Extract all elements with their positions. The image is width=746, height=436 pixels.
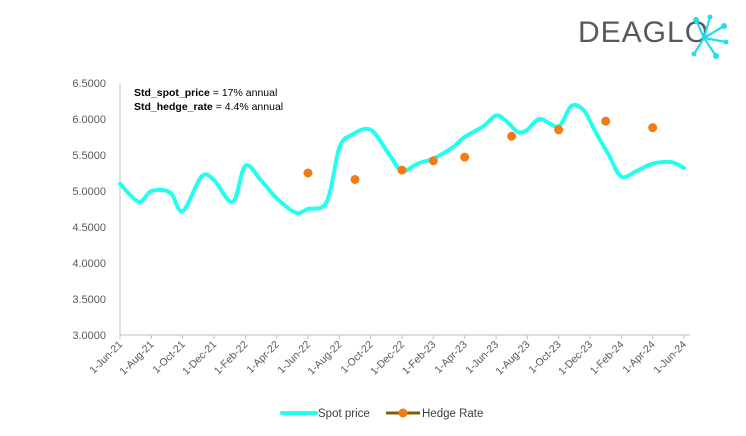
x-tick-label: 1-Dec-22 — [368, 339, 407, 378]
y-tick-label: 6.0000 — [72, 114, 106, 126]
hedge-rate-point — [507, 131, 517, 141]
spot-price-line — [118, 102, 686, 216]
network-icon — [691, 14, 729, 59]
brand-logo: DEAGLO — [578, 12, 738, 60]
hedge-rate-point — [303, 168, 313, 178]
x-tick-label: 1-Apr-23 — [432, 339, 469, 376]
y-tick-label: 4.0000 — [72, 258, 106, 270]
y-tick-label: 6.5000 — [72, 78, 106, 90]
y-tick-label: 5.5000 — [72, 150, 106, 162]
hedge-rate-point — [460, 152, 470, 162]
std-annotation: Std_spot_price = 17% annual Std_hedge_ra… — [134, 86, 283, 114]
hedge-rate-point — [428, 156, 438, 166]
y-tick-label: 4.5000 — [72, 222, 106, 234]
x-tick-label: 1-Dec-21 — [180, 339, 219, 378]
x-tick-label: 1-Aug-22 — [305, 339, 344, 378]
x-tick-label: 1-Aug-23 — [493, 339, 532, 378]
y-tick-label: 3.0000 — [72, 330, 106, 342]
series-group — [118, 102, 686, 216]
x-tick-label: 1-Feb-22 — [212, 339, 251, 378]
std-spot-price-note: Std_spot_price = 17% annual — [134, 86, 283, 100]
std-spot-price-label: Std_spot_price — [134, 87, 210, 99]
legend-spot-price-label: Spot price — [318, 408, 370, 420]
y-tick-label: 3.5000 — [72, 294, 106, 306]
axes: 3.0000 3.5000 4.0000 4.5000 5.0000 5.5000 6.00… — [72, 78, 690, 378]
x-tick-label: 1-Jun-24 — [651, 339, 689, 377]
std-hedge-rate-value: = 4.4% annual — [212, 101, 284, 113]
hedge-rate-point — [554, 125, 564, 135]
y-tick-label: 5.0000 — [72, 186, 106, 198]
hedge-rate-point — [601, 116, 611, 126]
x-tick-label: 1-Feb-23 — [400, 339, 439, 378]
legend-hedge-rate-marker — [398, 408, 408, 418]
legend: Spot price Hedge Rate — [280, 408, 483, 420]
x-tick-label: 1-Apr-24 — [620, 339, 657, 376]
x-tick-label: 1-Feb-24 — [588, 339, 627, 378]
std-hedge-rate-note: Std_hedge_rate = 4.4% annual — [134, 100, 283, 114]
std-spot-price-value: = 17% annual — [209, 87, 278, 99]
hedge-rate-point — [648, 123, 658, 133]
legend-hedge-rate-label: Hedge Rate — [422, 408, 483, 420]
std-hedge-rate-label: Std_hedge_rate — [134, 101, 213, 113]
hedge-rate-point — [397, 165, 407, 175]
x-tick-label: 1-Dec-23 — [556, 339, 595, 378]
brand-name: DEAGLO — [578, 16, 710, 49]
x-tick-label: 1-Apr-22 — [244, 339, 281, 376]
x-tick-label: 1-Aug-21 — [117, 339, 156, 378]
hedge-rate-point — [350, 174, 360, 184]
